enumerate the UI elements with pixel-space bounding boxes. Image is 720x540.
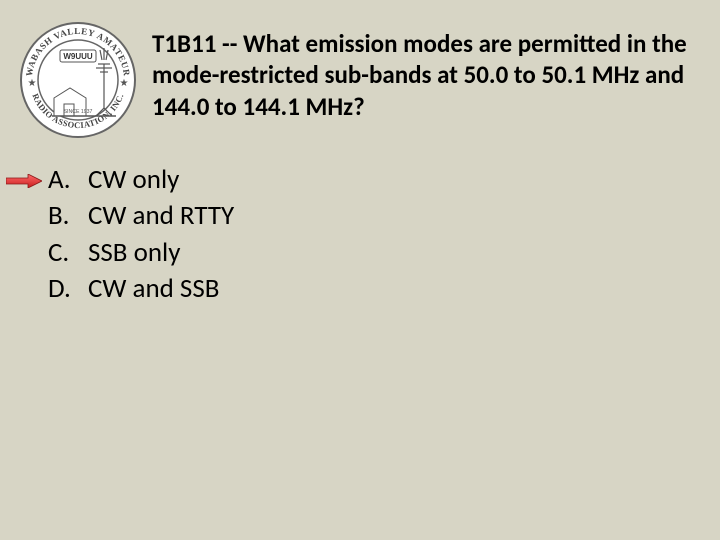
option-letter: D. [48, 271, 88, 307]
question-text: T1B11 -- What emission modes are permitt… [152, 28, 692, 122]
club-logo: WABASH VALLEY AMATEUR RADIO ASSOCIATION,… [18, 20, 138, 140]
answer-options: A. CW only B. CW and RTTY C. SSB only D.… [48, 162, 234, 308]
option-a: A. CW only [48, 162, 234, 198]
option-text: CW only [88, 162, 179, 198]
logo-callsign: W9UUU [63, 52, 93, 61]
option-letter: A. [48, 162, 88, 198]
svg-text:★: ★ [120, 76, 129, 89]
correct-answer-arrow-icon [6, 174, 42, 188]
option-text: SSB only [88, 235, 180, 271]
option-d: D. CW and SSB [48, 271, 234, 307]
option-text: CW and RTTY [88, 198, 234, 234]
option-b: B. CW and RTTY [48, 198, 234, 234]
option-text: CW and SSB [88, 271, 219, 307]
logo-since: SINCE 1937 [64, 109, 93, 115]
option-letter: C. [48, 235, 88, 271]
svg-text:★: ★ [28, 76, 37, 89]
option-letter: B. [48, 198, 88, 234]
option-c: C. SSB only [48, 235, 234, 271]
